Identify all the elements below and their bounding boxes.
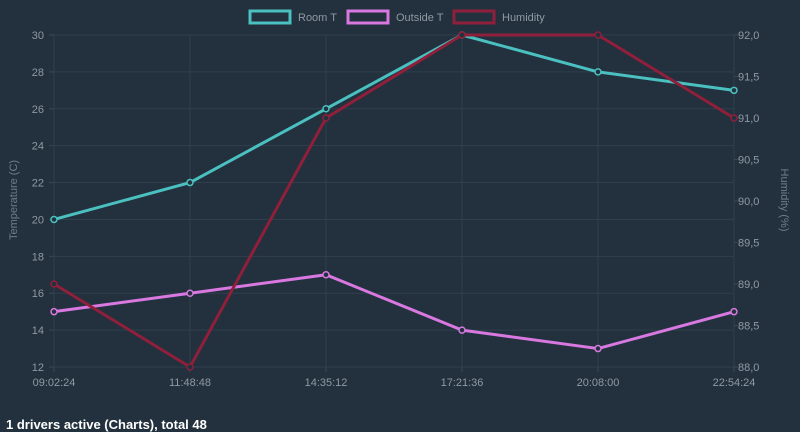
series-line-room-t (53, 33, 735, 221)
right-tick-label: 88,0 (738, 362, 759, 374)
data-point (730, 307, 738, 316)
left-axis: 12 14 16 18 20 22 24 26 28 30 (32, 30, 44, 374)
data-point (594, 344, 602, 353)
data-point (322, 114, 330, 122)
data-point (458, 326, 466, 334)
data-point (186, 289, 194, 297)
x-tick-label: 14:35:12 (305, 377, 348, 389)
legend-swatch (452, 9, 496, 25)
legend-label: Outside T (396, 12, 444, 24)
left-tick-label: 16 (32, 288, 44, 300)
data-point (594, 68, 602, 76)
legend-swatch (248, 9, 292, 25)
left-tick-label: 24 (32, 141, 44, 153)
right-tick-label: 90,5 (738, 155, 759, 167)
series-layer (50, 31, 738, 371)
grid (49, 34, 739, 372)
data-point (458, 31, 466, 39)
right-tick-label: 89,0 (738, 279, 759, 291)
right-tick-label: 91,5 (738, 72, 759, 84)
series-line-humidity (53, 33, 735, 369)
right-axis-title: Humidity (%) (778, 169, 790, 232)
right-axis: 88,0 88,5 89,0 89,5 90,0 90,5 91,0 91,5 92,0 (738, 30, 759, 374)
legend-swatch (346, 9, 390, 25)
data-point (322, 105, 330, 113)
x-tick-label: 17:21:36 (441, 377, 484, 389)
left-tick-label: 22 (32, 178, 44, 190)
data-point (594, 31, 602, 39)
legend-label: Humidity (502, 12, 545, 24)
right-tick-label: 91,0 (738, 113, 759, 125)
left-tick-label: 26 (32, 104, 44, 116)
data-point (186, 178, 194, 187)
x-tick-label: 09:02:24 (33, 377, 76, 389)
right-tick-label: 90,0 (738, 196, 759, 208)
series-line-outside-t (53, 273, 735, 351)
data-point (322, 271, 330, 279)
x-tick-label: 11:48:48 (169, 377, 211, 389)
left-tick-label: 30 (32, 30, 44, 42)
left-tick-label: 18 (32, 251, 44, 263)
data-point (186, 363, 194, 371)
left-tick-label: 28 (32, 67, 44, 79)
left-tick-label: 20 (32, 214, 44, 226)
legend-label: Room T (298, 12, 337, 24)
x-tick-label: 22:54:24 (713, 377, 756, 389)
right-tick-label: 89,5 (738, 238, 759, 250)
data-point (50, 280, 58, 288)
x-axis: 09:02:24 11:48:48 14:35:12 17:21:36 20:08:00… (33, 377, 756, 389)
left-axis-title: Temperature (C) (8, 160, 20, 240)
data-point (730, 114, 738, 122)
data-point (50, 307, 58, 316)
legend: Room T Outside T Humidity (248, 9, 545, 25)
x-tick-label: 20:08:00 (577, 377, 620, 389)
status-text: 1 drivers active (Charts), total 48 (6, 417, 207, 432)
left-tick-label: 14 (32, 325, 44, 337)
data-point (50, 215, 58, 224)
left-tick-label: 12 (32, 362, 44, 374)
right-tick-label: 88,5 (738, 321, 759, 333)
data-point (730, 86, 738, 95)
right-tick-label: 92,0 (738, 30, 759, 42)
